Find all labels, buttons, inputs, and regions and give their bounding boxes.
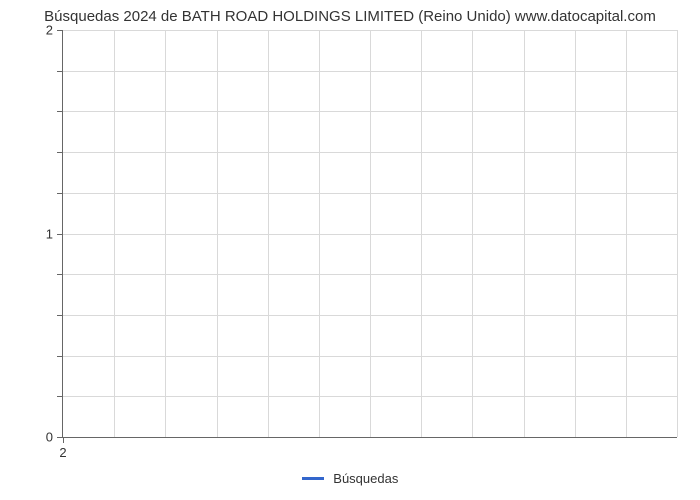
chart-area: 0122 (62, 30, 677, 438)
y-tick-label: 2 (46, 23, 53, 38)
chart-title: Búsquedas 2024 de BATH ROAD HOLDINGS LIM… (0, 0, 700, 25)
gridline-vertical (421, 30, 422, 437)
gridline-vertical (319, 30, 320, 437)
x-tick (63, 437, 64, 443)
y-tick-label: 1 (46, 226, 53, 241)
gridline-vertical (268, 30, 269, 437)
gridline-vertical (370, 30, 371, 437)
y-tick (57, 193, 63, 194)
y-tick (57, 234, 63, 235)
y-tick (57, 152, 63, 153)
y-tick (57, 356, 63, 357)
x-tick-label: 2 (59, 445, 66, 460)
y-tick (57, 274, 63, 275)
gridline-vertical (524, 30, 525, 437)
gridline-vertical (114, 30, 115, 437)
gridline-vertical (165, 30, 166, 437)
gridline-vertical (575, 30, 576, 437)
plot-area: 0122 (62, 30, 677, 438)
y-tick (57, 30, 63, 31)
legend-swatch (302, 477, 324, 480)
gridline-vertical (217, 30, 218, 437)
legend-label: Búsquedas (333, 471, 398, 486)
y-tick (57, 396, 63, 397)
gridline-vertical (626, 30, 627, 437)
gridline-vertical (472, 30, 473, 437)
legend: Búsquedas (0, 470, 700, 486)
gridline-vertical (677, 30, 678, 437)
y-tick-label: 0 (46, 430, 53, 445)
y-tick (57, 71, 63, 72)
y-tick (57, 315, 63, 316)
y-tick (57, 111, 63, 112)
